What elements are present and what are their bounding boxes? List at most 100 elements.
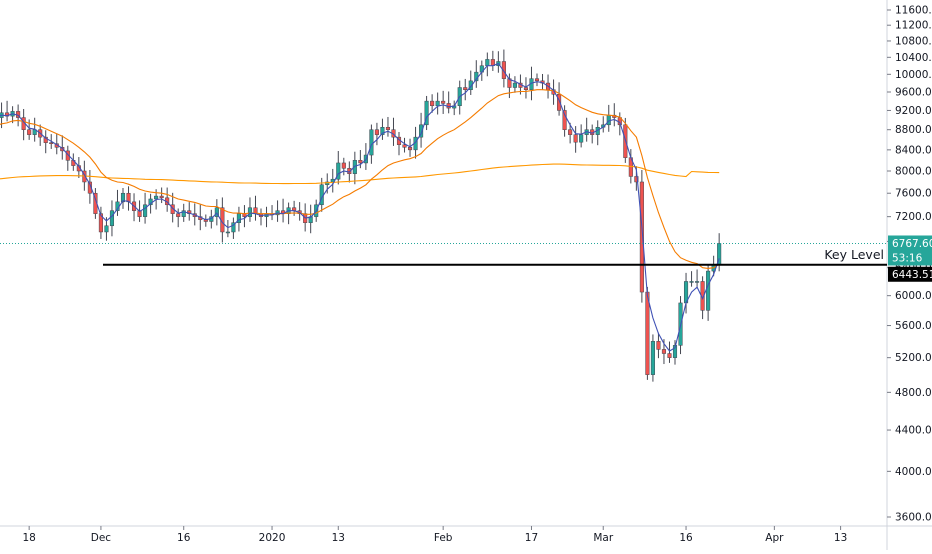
candle-down bbox=[49, 142, 54, 144]
candle-down bbox=[501, 61, 506, 79]
candle-down bbox=[645, 291, 650, 375]
candle-up bbox=[512, 82, 517, 88]
candle-down bbox=[639, 181, 644, 293]
x-tick-label: 16 bbox=[679, 532, 693, 544]
candle-up bbox=[120, 192, 126, 203]
key-level-price-box bbox=[888, 266, 932, 282]
y-tick-label: 4400.00 bbox=[895, 425, 932, 437]
x-tick-label: Feb bbox=[434, 532, 453, 544]
candle-up bbox=[419, 124, 424, 138]
candle-up bbox=[369, 129, 374, 156]
candle-down bbox=[159, 195, 164, 199]
candle-down bbox=[661, 349, 667, 354]
last-price-value: 6767.60 bbox=[892, 238, 932, 250]
candle-up bbox=[225, 231, 230, 234]
candle-up bbox=[181, 210, 186, 217]
y-tick-label: 9600.00 bbox=[895, 86, 932, 98]
candle-up bbox=[325, 181, 330, 186]
key-level-label: Key Level bbox=[824, 247, 884, 262]
y-tick-label: 7200.00 bbox=[895, 211, 932, 223]
ema-slow-line bbox=[0, 163, 720, 185]
time-axis[interactable]: 18 Dec 16 2020 13 Feb 17 Mar 16 Apr 13 bbox=[0, 525, 932, 544]
candle-down bbox=[126, 192, 131, 203]
last-price-box bbox=[888, 235, 932, 266]
y-tick-label: 8000.00 bbox=[895, 166, 932, 178]
bar-countdown: 53:16 bbox=[892, 252, 923, 264]
candle-down bbox=[562, 110, 567, 130]
candle-up bbox=[380, 126, 385, 135]
candle-down bbox=[573, 134, 578, 143]
y-tick-label: 8800.00 bbox=[895, 124, 932, 136]
candle-down bbox=[568, 129, 573, 135]
candle-down bbox=[656, 341, 661, 350]
candle-down bbox=[347, 168, 352, 174]
candle-down bbox=[634, 176, 639, 183]
overlays: Key Level 6767.60 53:16 6443.51 bbox=[0, 235, 932, 282]
candle-up bbox=[336, 162, 341, 180]
candle-up bbox=[435, 100, 440, 107]
candle-up bbox=[352, 160, 357, 174]
key-level-price-value: 6443.51 bbox=[892, 269, 932, 281]
candle-up bbox=[695, 281, 700, 283]
candle-down bbox=[523, 87, 529, 90]
candle-up bbox=[154, 195, 159, 200]
y-tick-label: 6000.00 bbox=[895, 290, 932, 302]
y-tick-label: 10800.00 bbox=[895, 35, 932, 47]
candle-up bbox=[214, 207, 219, 217]
candle-up bbox=[236, 213, 241, 223]
candle-up bbox=[579, 134, 584, 143]
candle-down bbox=[407, 147, 413, 151]
y-tick-label: 8400.00 bbox=[895, 144, 932, 156]
y-tick-label: 5600.00 bbox=[895, 320, 932, 332]
x-tick-label: Dec bbox=[91, 532, 112, 544]
x-tick-label: 18 bbox=[22, 532, 35, 544]
y-tick-label: 4800.00 bbox=[895, 387, 932, 399]
candle-up bbox=[247, 207, 253, 217]
x-tick-label: Mar bbox=[593, 532, 613, 544]
candle-down bbox=[176, 213, 181, 217]
candle-up bbox=[672, 345, 678, 358]
candle-up bbox=[104, 225, 109, 233]
candle-up bbox=[143, 204, 148, 217]
candle-down bbox=[557, 94, 562, 111]
candle-up bbox=[606, 114, 611, 126]
y-tick-label: 11600.00 bbox=[895, 5, 932, 17]
candle-down bbox=[667, 353, 672, 358]
candle-down bbox=[463, 87, 468, 90]
ema-fast-line bbox=[0, 62, 720, 352]
candle-down bbox=[43, 136, 48, 143]
candle-down bbox=[65, 150, 70, 161]
candle-up bbox=[109, 210, 115, 227]
x-tick-label: 17 bbox=[525, 532, 538, 544]
candle-up bbox=[231, 222, 236, 233]
candle-up bbox=[650, 341, 655, 375]
y-tick-label: 11200.00 bbox=[895, 20, 932, 32]
candle-down bbox=[441, 100, 446, 104]
candle-up bbox=[485, 59, 490, 66]
x-tick-label: 13 bbox=[834, 532, 847, 544]
candle-up bbox=[468, 80, 473, 90]
x-tick-label: Apr bbox=[765, 532, 784, 544]
x-tick-label: 16 bbox=[177, 532, 191, 544]
candle-down bbox=[27, 129, 32, 135]
y-tick-label: 9200.00 bbox=[895, 105, 932, 117]
y-tick-label: 3600.00 bbox=[895, 512, 932, 524]
y-tick-label: 10400.00 bbox=[895, 52, 932, 64]
candle-down bbox=[374, 129, 379, 135]
candle-down bbox=[98, 213, 103, 233]
plot-area[interactable] bbox=[0, 49, 722, 382]
y-tick-label: 10000.00 bbox=[895, 69, 932, 81]
candle-down bbox=[385, 126, 391, 130]
candle-up bbox=[706, 270, 711, 311]
y-tick-label: 5200.00 bbox=[895, 352, 932, 364]
candle-down bbox=[430, 100, 435, 107]
x-tick-label: 13 bbox=[332, 532, 345, 544]
candle-up bbox=[689, 281, 694, 283]
candle-down bbox=[358, 160, 363, 164]
x-tick-label: 2020 bbox=[259, 532, 286, 544]
candle-up bbox=[424, 100, 429, 126]
y-tick-label: 4000.00 bbox=[895, 466, 932, 478]
ema-mid-line bbox=[0, 89, 720, 269]
